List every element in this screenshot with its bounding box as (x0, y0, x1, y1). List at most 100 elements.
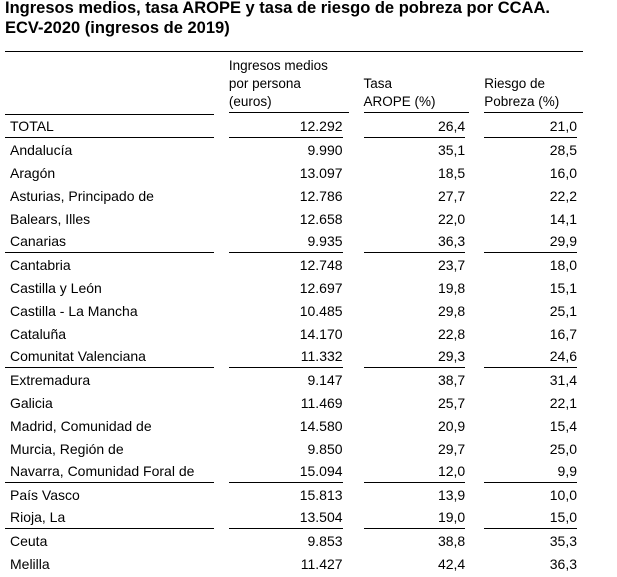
region-cell-text: Cantabria (10, 256, 71, 273)
arope-cell-text: 26,4 (363, 115, 466, 138)
poverty-cell-text: 18,0 (549, 256, 577, 273)
income-poverty-table: Ingresos medios por persona (euros) Tasa… (5, 52, 583, 575)
poverty-cell-text: 36,3 (549, 555, 577, 572)
income-cell-text: 15.094 (228, 460, 343, 483)
arope-cell-text: 22,8 (437, 325, 466, 342)
table-row: Andalucía 9.990 35,1 28,5 (5, 138, 583, 161)
arope-cell-text: 19,0 (363, 506, 466, 529)
income-cell: 9.147 (214, 368, 349, 391)
poverty-cell: 28,5 (469, 138, 583, 161)
poverty-cell-text: 22,2 (549, 187, 577, 204)
region-cell-text: Asturias, Principado de (10, 187, 154, 204)
region-cell-text: Cataluña (10, 325, 67, 342)
poverty-cell-text: 15,1 (549, 279, 577, 296)
income-cell-text: 13.097 (299, 164, 343, 181)
income-cell: 12.786 (214, 184, 349, 207)
poverty-cell: 15,0 (469, 506, 583, 529)
income-cell: 9.935 (214, 230, 349, 253)
income-cell-text: 11.469 (300, 394, 343, 411)
arope-cell: 13,9 (349, 483, 470, 506)
poverty-cell-text: 15,0 (484, 506, 577, 529)
arope-cell: 29,3 (349, 345, 470, 368)
income-cell: 9.850 (214, 437, 349, 460)
table-row: Ceuta 9.853 38,8 35,3 (5, 529, 583, 552)
poverty-cell: 24,6 (469, 345, 583, 368)
table-row: Cataluña 14.170 22,8 16,7 (5, 322, 583, 345)
region-cell: Madrid, Comunidad de (5, 414, 214, 437)
region-cell: Cataluña (5, 322, 214, 345)
poverty-cell-text: 14,1 (549, 210, 577, 227)
poverty-cell-text: 31,4 (549, 371, 577, 388)
title-line-2: ECV-2020 (ingresos de 2019) (5, 19, 230, 37)
income-cell-text: 9.853 (307, 532, 343, 549)
region-cell: Castilla y León (5, 276, 214, 299)
region-cell: Extremadura (5, 368, 214, 391)
poverty-cell: 36,3 (469, 552, 583, 575)
income-cell: 13.504 (214, 506, 349, 529)
arope-cell-text: 12,0 (363, 460, 466, 483)
income-cell: 12.697 (214, 276, 349, 299)
arope-cell: 20,9 (349, 414, 470, 437)
region-cell-text: Galicia (10, 394, 53, 411)
table-row: Extremadura 9.147 38,7 31,4 (5, 368, 583, 391)
income-cell-text: 9.850 (307, 440, 343, 457)
income-cell-text: 11.427 (300, 555, 343, 572)
poverty-cell: 10,0 (469, 483, 583, 506)
region-cell: Rioja, La (5, 506, 214, 529)
poverty-cell: 9,9 (469, 460, 583, 483)
arope-cell: 22,8 (349, 322, 470, 345)
income-header-line-3: (euros) (228, 94, 272, 109)
arope-cell: 38,7 (349, 368, 470, 391)
poverty-cell-text: 35,3 (549, 532, 577, 549)
arope-cell-text: 29,3 (363, 345, 466, 368)
region-cell: Andalucía (5, 138, 214, 161)
table-row: Madrid, Comunidad de 14.580 20,9 15,4 (5, 414, 583, 437)
arope-cell: 35,1 (349, 138, 470, 161)
poverty-header: Riesgo de Pobreza (%) (469, 52, 583, 115)
region-cell-text: País Vasco (10, 486, 80, 503)
table-row: Comunitat Valenciana 11.332 29,3 24,6 (5, 345, 583, 368)
arope-cell: 27,7 (349, 184, 470, 207)
region-cell: Cantabria (5, 253, 214, 276)
arope-cell: 22,0 (349, 207, 470, 230)
poverty-cell: 16,7 (469, 322, 583, 345)
income-cell: 13.097 (214, 161, 349, 184)
poverty-cell: 29,9 (469, 230, 583, 253)
poverty-cell: 18,0 (469, 253, 583, 276)
poverty-cell-text: 24,6 (484, 345, 577, 368)
arope-cell-text: 29,7 (437, 440, 466, 457)
income-header: Ingresos medios por persona (euros) (214, 52, 349, 115)
income-cell-text: 11.332 (228, 345, 343, 368)
table-row: Castilla y León 12.697 19,8 15,1 (5, 276, 583, 299)
arope-cell: 29,7 (349, 437, 470, 460)
poverty-cell: 35,3 (469, 529, 583, 552)
poverty-cell: 31,4 (469, 368, 583, 391)
arope-cell-text: 38,8 (437, 532, 466, 549)
poverty-cell-text: 10,0 (549, 486, 577, 503)
income-cell: 11.469 (214, 391, 349, 414)
income-cell: 9.853 (214, 529, 349, 552)
poverty-cell: 22,1 (469, 391, 583, 414)
arope-cell-text: 42,4 (437, 555, 466, 572)
income-cell-text: 10.485 (299, 302, 343, 319)
region-cell-text: Melilla (10, 555, 50, 572)
income-cell-text: 12.786 (299, 187, 343, 204)
arope-cell: 19,8 (349, 276, 470, 299)
arope-cell-text: 13,9 (437, 486, 466, 503)
region-cell-text: Castilla y León (10, 279, 102, 296)
region-cell-text: Rioja, La (5, 506, 214, 529)
income-cell: 12.748 (214, 253, 349, 276)
arope-cell-text: 36,3 (363, 230, 466, 253)
poverty-cell: 15,1 (469, 276, 583, 299)
income-cell: 15.094 (214, 460, 349, 483)
poverty-cell-text: 28,5 (549, 141, 577, 158)
arope-cell: 19,0 (349, 506, 470, 529)
region-cell-text: Ceuta (10, 532, 48, 549)
income-cell-text: 12.697 (299, 279, 343, 296)
arope-cell-text: 20,9 (437, 417, 466, 434)
header-row: Ingresos medios por persona (euros) Tasa… (5, 52, 583, 115)
poverty-cell: 16,0 (469, 161, 583, 184)
region-cell: Comunitat Valenciana (5, 345, 214, 368)
arope-cell: 26,4 (349, 115, 470, 138)
table-row: Balears, Illes 12.658 22,0 14,1 (5, 207, 583, 230)
